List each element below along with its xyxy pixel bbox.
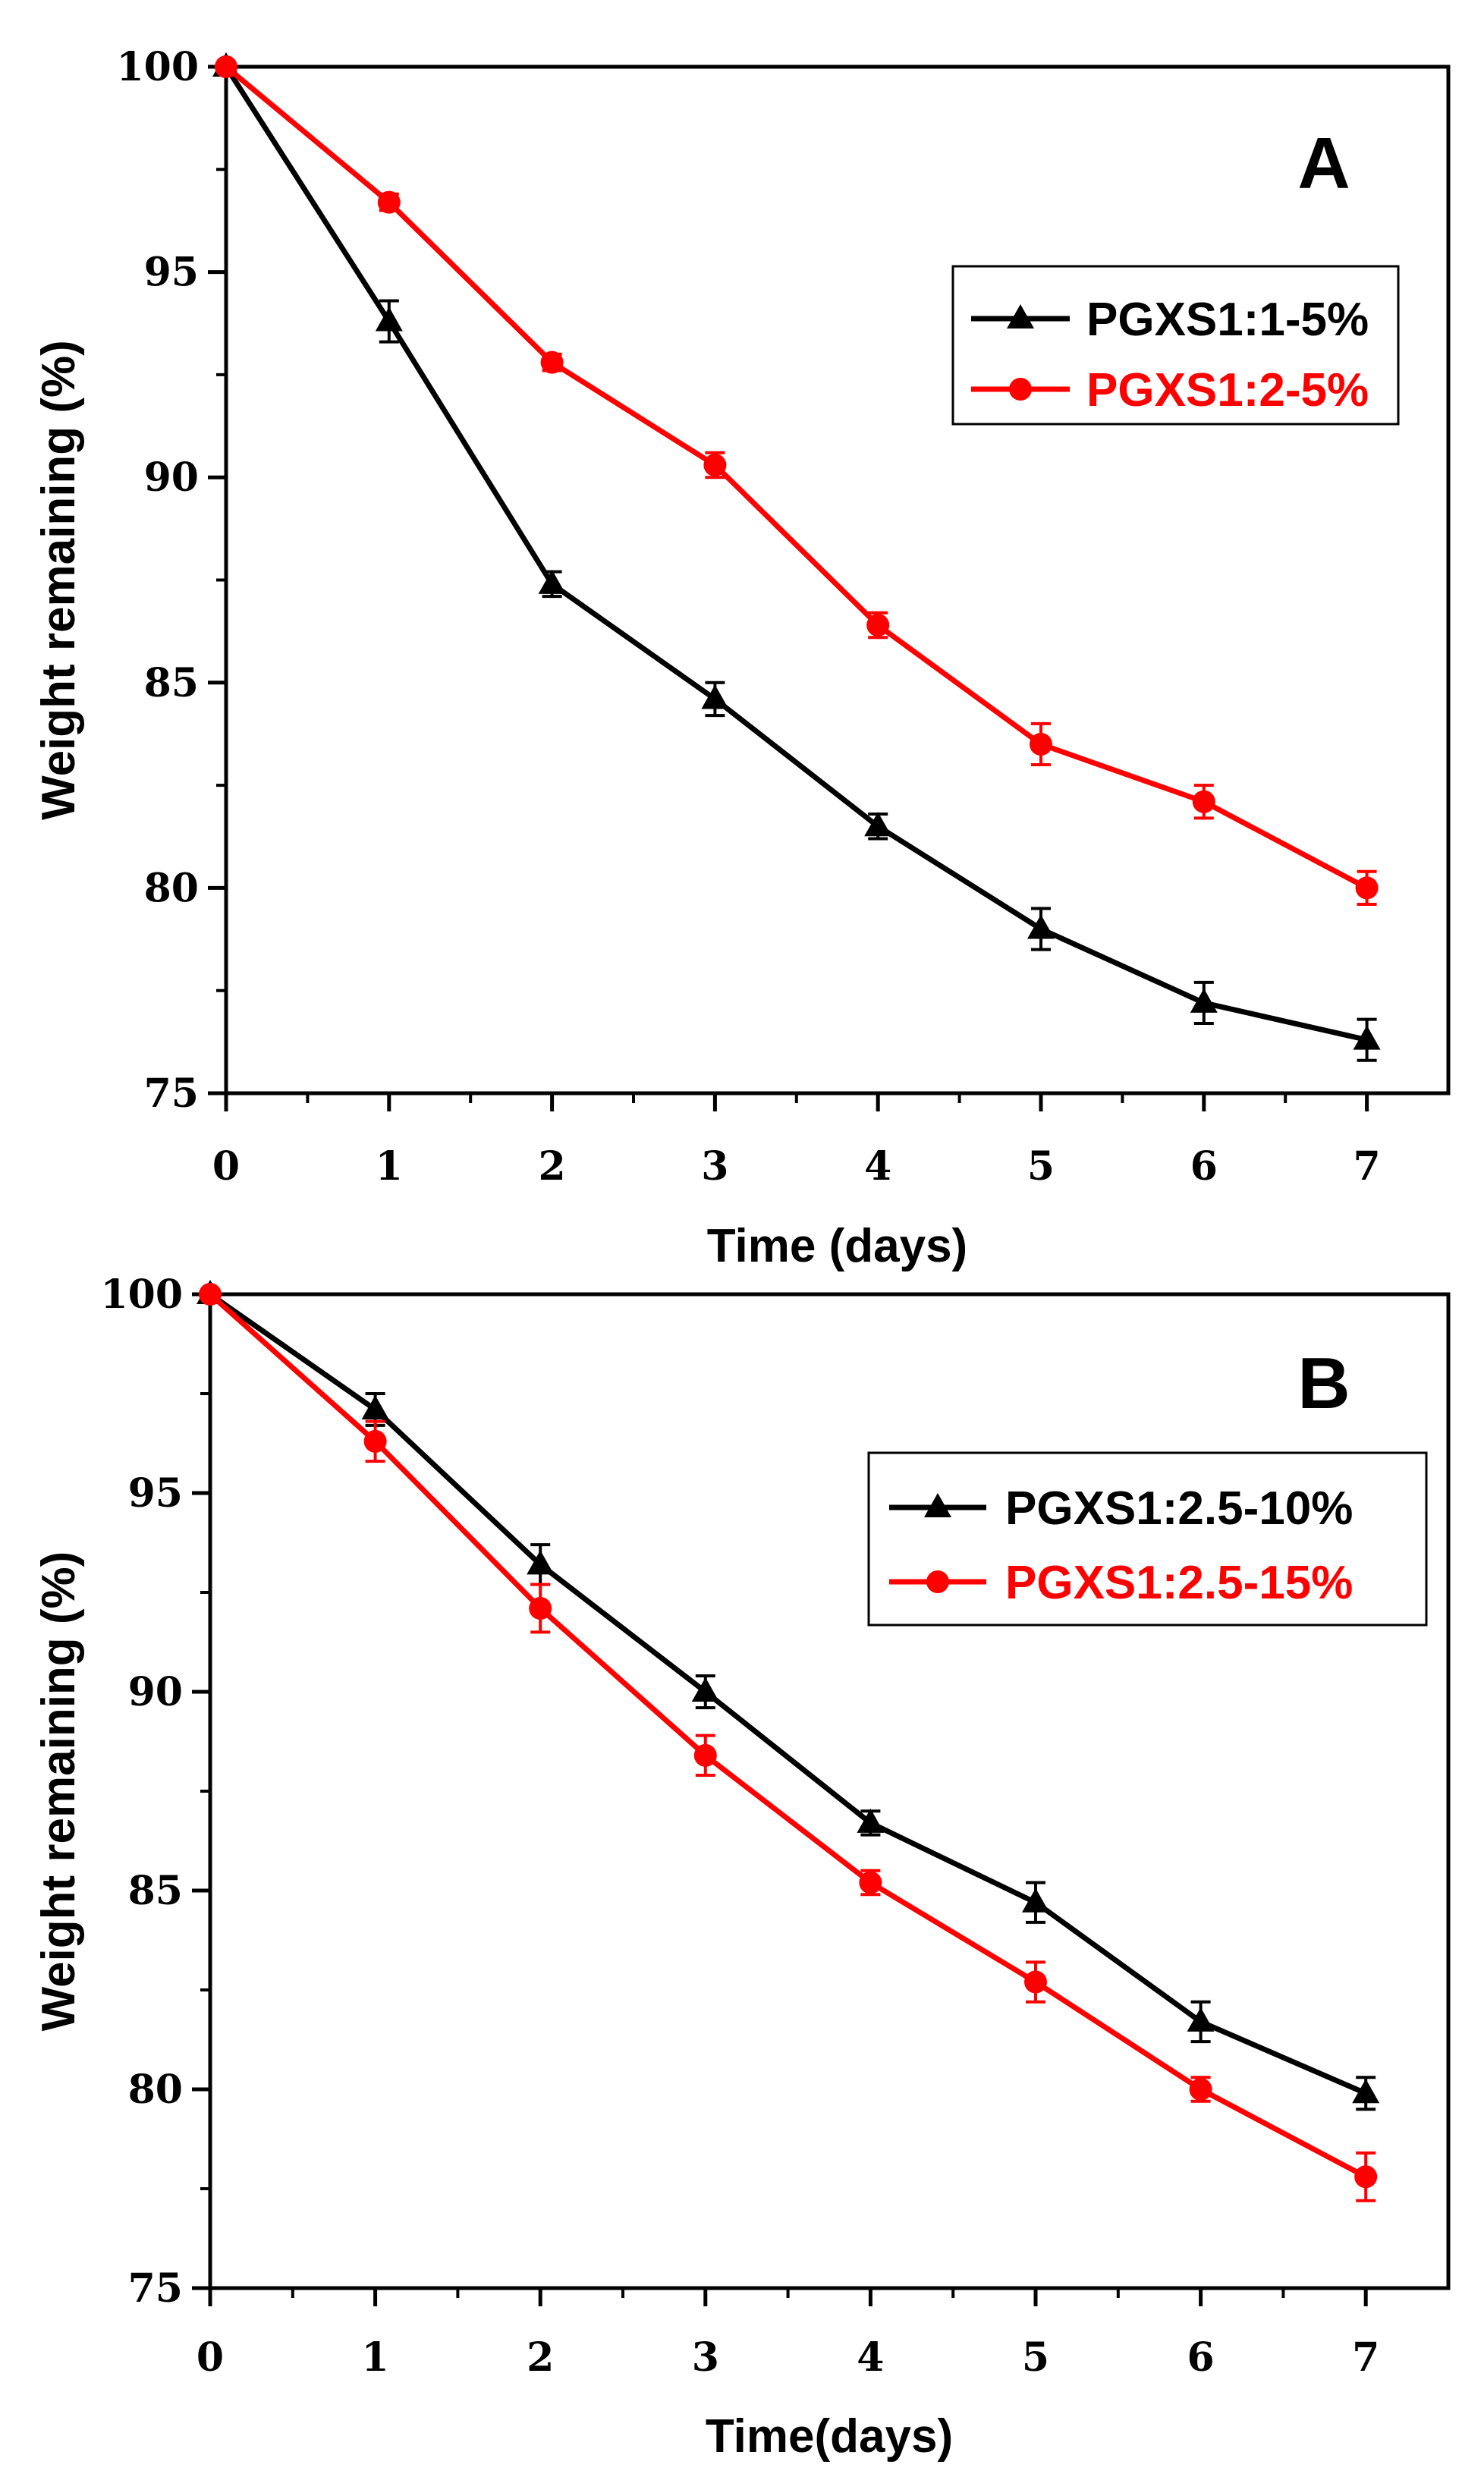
chart-a-legend-label-1: PGXS1:1-5% — [1086, 294, 1369, 346]
chart-a-x-tick-label: 6 — [1190, 1143, 1218, 1190]
chart-a-x-tick-label: 4 — [864, 1143, 891, 1190]
chart-a-y-tick-label: 100 — [116, 44, 199, 90]
chart-b-legend-marker-1 — [924, 1493, 951, 1517]
chart-a-data-point-triangle — [375, 306, 403, 332]
chart-a-legend-label-2: PGXS1:2-5% — [1086, 364, 1369, 417]
chart-b-legend: PGXS1:2.5-10% PGXS1:2.5-15% — [867, 1451, 1428, 1627]
chart-a-data-point-circle — [1355, 876, 1379, 900]
chart-a-y-tick-label: 85 — [144, 660, 199, 706]
chart-a-data-point-circle — [866, 614, 890, 637]
chart-a-data-point-circle — [1030, 732, 1052, 756]
chart-b-x-tick-label: 2 — [527, 2334, 554, 2381]
chart-b-series-2-line — [208, 1292, 1367, 2180]
chart-a-data-point-triangle — [538, 569, 566, 594]
chart-b-series-1 — [197, 1280, 1380, 2111]
chart-b-data-point-triangle — [691, 1677, 719, 1702]
chart-a-x-tick-label: 3 — [701, 1143, 728, 1190]
chart-b-data-point-triangle — [857, 1808, 885, 1833]
chart-b-data-point-circle — [199, 1283, 222, 1306]
chart-b-x-axis-label: Time(days) — [706, 2410, 953, 2463]
chart-b-data-point-triangle — [1352, 2079, 1380, 2104]
chart-a-panel-letter: A — [1297, 123, 1350, 204]
chart-b-legend-label-1: PGXS1:2.5-10% — [1005, 1482, 1353, 1535]
chart-a-data-point-triangle — [701, 684, 729, 709]
chart-a-data-point-circle — [540, 350, 564, 374]
chart-b-y-tick-label: 90 — [128, 1669, 183, 1715]
chart-a-y-tick-label: 95 — [144, 250, 199, 296]
chart-b-data-point-circle — [529, 1596, 552, 1620]
chart-a-legend: PGXS1:1-5% PGXS1:2-5% — [951, 265, 1400, 426]
chart-a-y-tick-label: 90 — [144, 454, 199, 501]
chart-a-data-point-circle — [703, 453, 727, 476]
chart-a-x-tick-label: 5 — [1027, 1143, 1055, 1190]
chart-b-y-tick-label: 85 — [128, 1868, 183, 1914]
chart-b-data-point-circle — [1024, 1970, 1047, 1994]
chart-b-x-tick-label: 3 — [692, 2334, 719, 2381]
chart-a-x-tick-label: 7 — [1354, 1143, 1381, 1190]
chart-b-data-point-triangle — [1022, 1888, 1049, 1913]
chart-a-data-point-triangle — [864, 812, 892, 837]
chart-a-data-point-triangle — [1353, 1025, 1381, 1050]
chart-b-y-tick-label: 80 — [128, 2067, 183, 2113]
chart-a-y-axis-label: Weight remaining (%) — [33, 340, 85, 820]
chart-b-data-point-triangle — [361, 1394, 389, 1419]
chart-a-data-point-circle — [215, 55, 237, 78]
chart-b-data-point-triangle — [1187, 2007, 1215, 2032]
chart-b-data-point-circle — [1189, 2078, 1212, 2101]
chart-b-legend-box — [867, 1451, 1428, 1627]
chart-b-data-point-triangle — [527, 1550, 555, 1575]
chart-b-data-point-circle — [1354, 2165, 1378, 2189]
chart-b-series-2 — [199, 1283, 1378, 2202]
chart-a-series-2 — [215, 55, 1379, 907]
chart-a-data-point-circle — [377, 190, 401, 214]
chart-b-series-1-line — [208, 1292, 1367, 2096]
chart-a-x-axis-label: Time (days) — [707, 1220, 967, 1272]
chart-a-data-point-circle — [1192, 790, 1215, 813]
chart-a-legend-box — [951, 265, 1400, 426]
chart-b-y-tick-label: 100 — [100, 1272, 183, 1318]
chart-a-y-tick-label: 75 — [144, 1070, 199, 1117]
chart-b-panel-letter: B — [1297, 1343, 1350, 1424]
chart-b-x-tick-label: 7 — [1352, 2334, 1379, 2381]
chart-a-data-point-triangle — [1190, 988, 1218, 1013]
chart-a-series-1-line — [224, 65, 1368, 1043]
chart-b-data-point-circle — [693, 1743, 717, 1767]
chart-a-y-tick-label: 80 — [144, 865, 199, 911]
chart-b-y-axis-label: Weight remaining (%) — [33, 1551, 85, 2032]
chart-b-x-tick-label: 4 — [857, 2334, 884, 2381]
chart-b-data-point-circle — [859, 1871, 882, 1894]
chart-a-x-tick-label: 0 — [212, 1143, 240, 1190]
chart-a-x-tick-label: 2 — [539, 1143, 566, 1190]
chart-a-series-2-line — [224, 64, 1369, 891]
chart-b-x-tick-label: 6 — [1187, 2334, 1215, 2381]
chart-b-x-tick-label: 1 — [362, 2334, 389, 2381]
chart-b-x-tick-label: 0 — [197, 2334, 224, 2381]
chart-b-legend-label-2: PGXS1:2.5-15% — [1005, 1557, 1353, 1609]
chart-a-data-point-triangle — [1027, 914, 1055, 939]
chart-a-x-tick-label: 1 — [376, 1143, 403, 1190]
chart-a-legend-marker-2 — [1009, 378, 1032, 401]
chart-b-x-tick-label: 5 — [1022, 2334, 1049, 2381]
chart-b-data-point-circle — [363, 1429, 387, 1453]
chart-a-legend-marker-1 — [1007, 304, 1034, 328]
chart-a-panel: 0 1 2 3 4 5 6 7 75 80 85 90 95 100 Time (days) Weight r… — [33, 44, 1451, 1272]
chart-b-panel: 0 1 2 3 4 5 6 7 75 80 85 90 95 100 Time(days) Weight re… — [33, 1272, 1451, 2463]
chart-b-y-tick-label: 95 — [128, 1470, 183, 1517]
chart-b-legend-marker-2 — [926, 1570, 949, 1593]
chart-b-y-tick-label: 75 — [128, 2265, 183, 2312]
